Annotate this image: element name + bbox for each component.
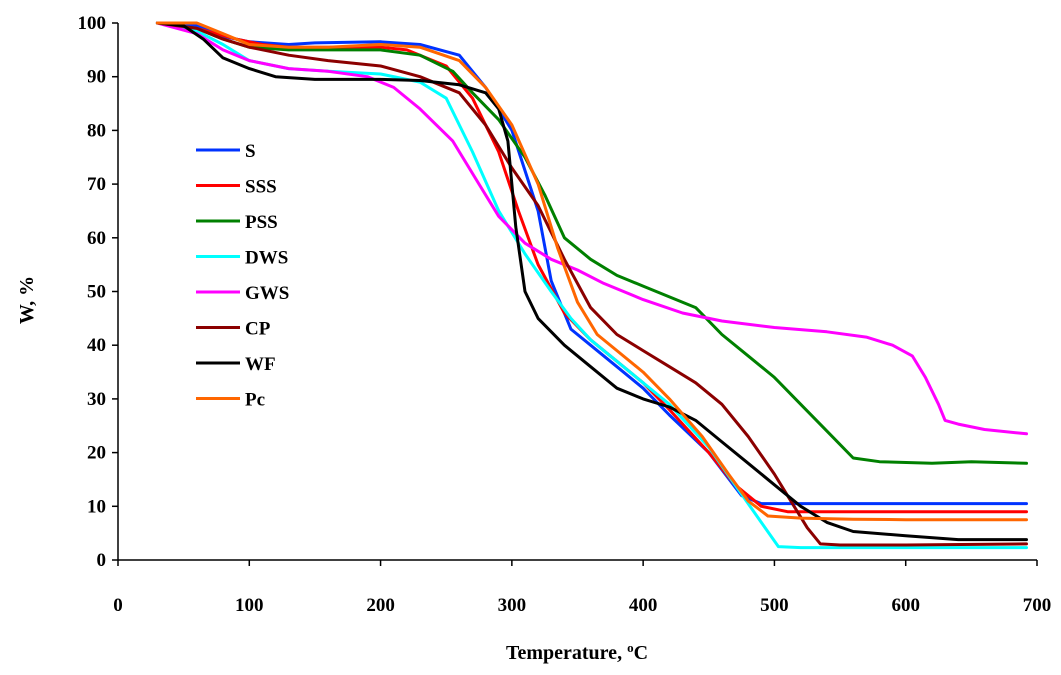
legend-label-dws: DWS bbox=[245, 248, 288, 269]
x-axis-title: Temperature, oC bbox=[506, 640, 648, 665]
x-tick-label-100: 100 bbox=[235, 595, 264, 616]
y-tick-label-20: 20 bbox=[87, 443, 106, 464]
series-line-cp bbox=[155, 21, 1028, 547]
x-tick-label-400: 400 bbox=[629, 595, 658, 616]
series-line-pc bbox=[155, 21, 1028, 522]
y-tick-label-0: 0 bbox=[97, 550, 107, 571]
series-group bbox=[155, 21, 1028, 550]
y-tick-label-40: 40 bbox=[87, 335, 106, 356]
y-tick-label-90: 90 bbox=[87, 67, 106, 88]
legend-label-cp: CP bbox=[245, 319, 271, 340]
series-line-gws bbox=[155, 21, 1028, 436]
x-tick-label-700: 700 bbox=[1023, 595, 1052, 616]
y-tick-label-80: 80 bbox=[87, 120, 106, 141]
x-axis-title-sup: o bbox=[627, 640, 634, 655]
x-tick-label-600: 600 bbox=[891, 595, 920, 616]
y-tick-label-50: 50 bbox=[87, 282, 106, 303]
y-tick-label-10: 10 bbox=[87, 496, 106, 517]
legend-label-s: S bbox=[245, 141, 256, 162]
y-axis-title: W, % bbox=[16, 276, 38, 324]
y-tick-label-60: 60 bbox=[87, 228, 106, 249]
y-axis: 0 10 20 30 40 50 60 70 80 90 100 bbox=[78, 13, 119, 571]
legend-label-pss: PSS bbox=[245, 212, 278, 233]
legend-label-gws: GWS bbox=[245, 283, 289, 304]
y-tick-label-30: 30 bbox=[87, 389, 106, 410]
x-tick-label-300: 300 bbox=[498, 595, 527, 616]
legend-label-wf: WF bbox=[245, 354, 276, 375]
x-axis: 0 100 200 300 400 500 600 700 bbox=[113, 559, 1052, 616]
series-line-pss bbox=[155, 21, 1028, 465]
x-tick-label-0: 0 bbox=[113, 595, 123, 616]
series-line-wf bbox=[155, 21, 1028, 542]
x-axis-title-text: Temperature, bbox=[506, 642, 627, 664]
legend-label-sss: SSS bbox=[245, 177, 277, 198]
x-tick-label-200: 200 bbox=[366, 595, 395, 616]
legend-label-pc: Pc bbox=[245, 390, 265, 411]
y-tick-label-70: 70 bbox=[87, 174, 106, 195]
y-tick-label-100: 100 bbox=[78, 13, 107, 34]
x-tick-label-500: 500 bbox=[760, 595, 789, 616]
x-axis-title-unit: C bbox=[634, 642, 648, 664]
